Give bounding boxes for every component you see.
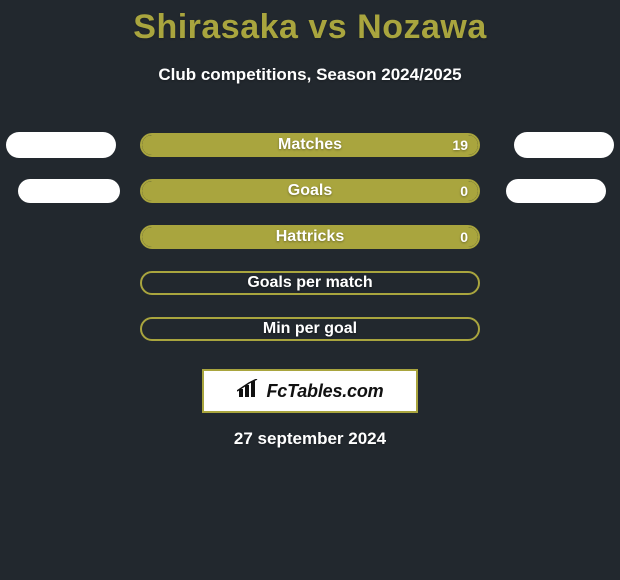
- subtitle: Club competitions, Season 2024/2025: [158, 65, 461, 85]
- bar-track: Min per goal: [140, 317, 480, 341]
- stat-rows: Matches19 Goals0 Hattricks0 Goals per match…: [0, 133, 620, 363]
- left-marker: [18, 179, 120, 203]
- stat-row-matches: Matches19: [0, 133, 620, 157]
- date-label: 27 september 2024: [234, 429, 386, 449]
- stat-row-goals_per_match: Goals per match: [0, 271, 620, 295]
- left-marker: [6, 132, 116, 158]
- page-title: Shirasaka vs Nozawa: [133, 8, 486, 47]
- bar-fill: [142, 181, 478, 201]
- right-marker: [506, 179, 606, 203]
- bar-track: Goals0: [140, 179, 480, 203]
- stat-row-min_per_goal: Min per goal: [0, 317, 620, 341]
- stat-row-hattricks: Hattricks0: [0, 225, 620, 249]
- bar-label: Min per goal: [142, 320, 478, 338]
- right-marker: [514, 132, 614, 158]
- bar-track: Goals per match: [140, 271, 480, 295]
- bar-fill: [142, 227, 478, 247]
- bar-track: Matches19: [140, 133, 480, 157]
- brand-text: FcTables.com: [267, 381, 384, 402]
- bar-track: Hattricks0: [140, 225, 480, 249]
- bar-label: Goals per match: [142, 274, 478, 292]
- brand-box: FcTables.com: [202, 369, 418, 413]
- comparison-infographic: Shirasaka vs Nozawa Club competitions, S…: [0, 0, 620, 580]
- bar-chart-icon: [237, 379, 261, 404]
- stat-row-goals: Goals0: [0, 179, 620, 203]
- bar-fill: [142, 135, 478, 155]
